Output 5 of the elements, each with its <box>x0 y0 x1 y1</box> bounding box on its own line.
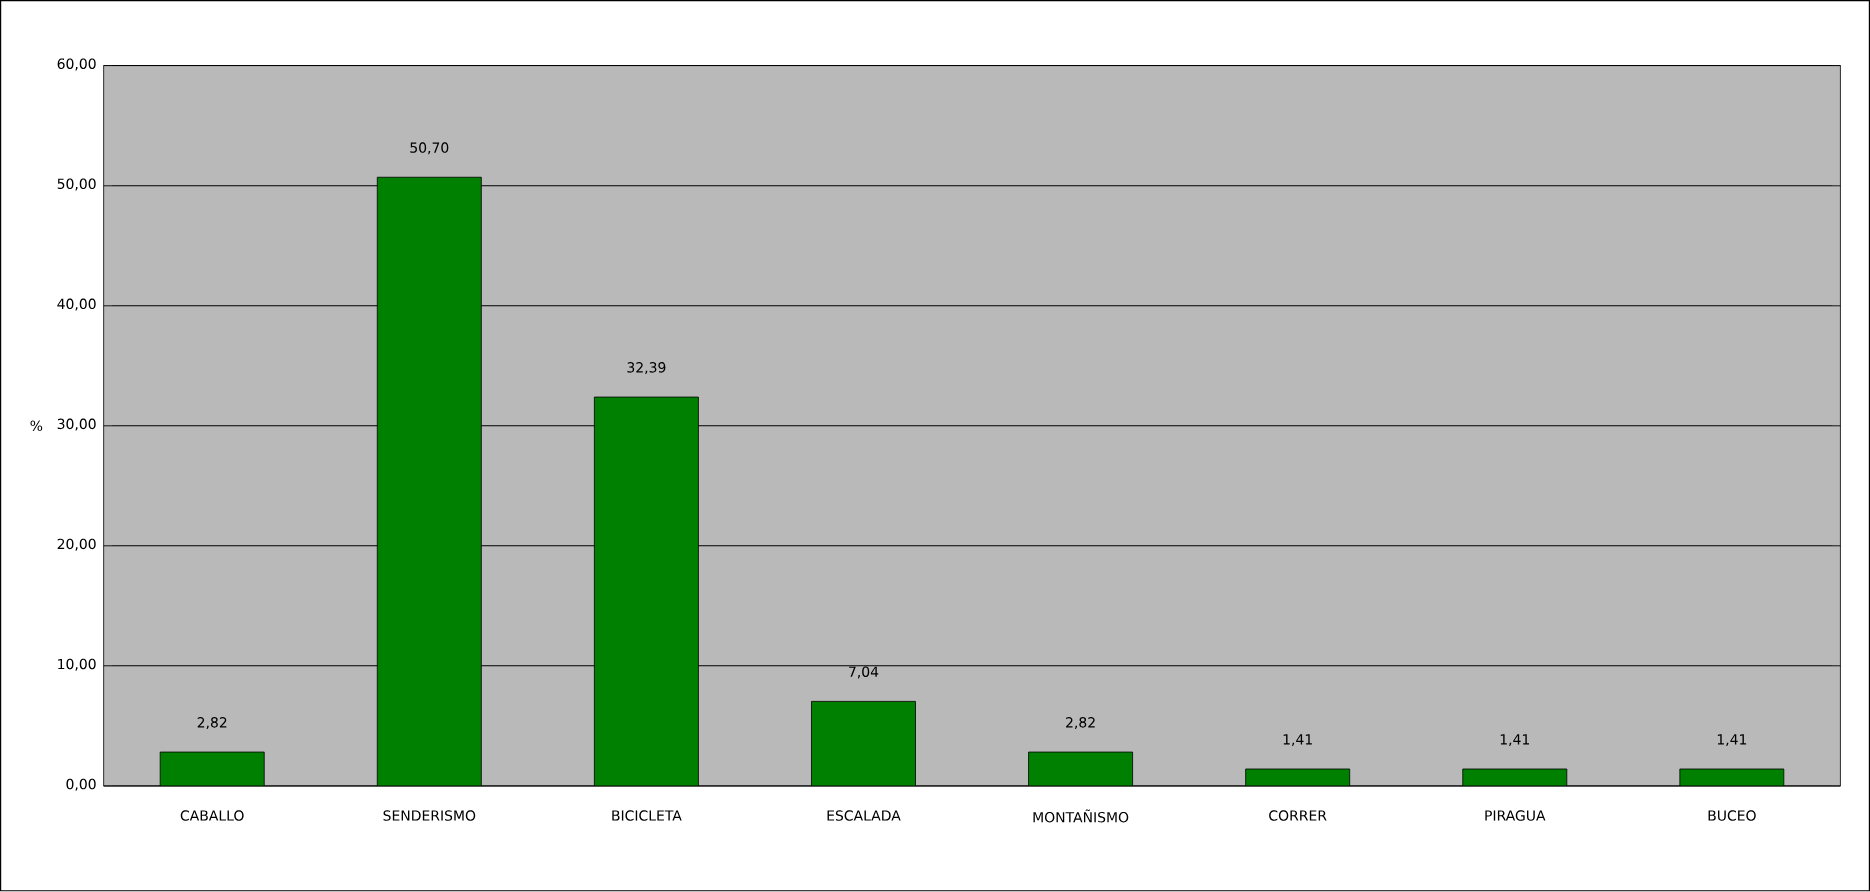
bar <box>376 177 482 787</box>
bar <box>159 751 265 787</box>
bar <box>1028 751 1133 787</box>
bar <box>811 701 916 787</box>
bar <box>593 396 699 787</box>
